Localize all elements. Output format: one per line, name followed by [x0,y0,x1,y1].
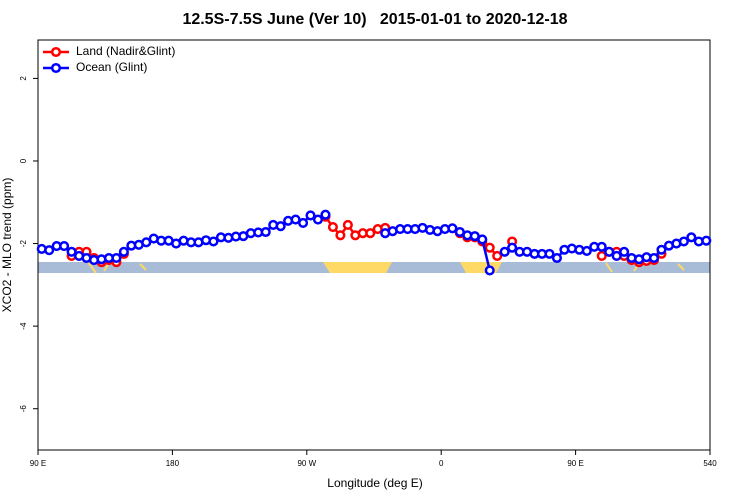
series-marker [611,250,622,261]
legend-marker [50,62,62,74]
x-tick-label: 90 W [297,459,316,468]
series-marker [342,219,353,231]
x-tick-label: 90 E [567,459,583,468]
series-marker [544,248,555,259]
y-axis-label: XCO2 - MLO trend (ppm) [0,178,14,313]
x-tick-label: 90 E [30,459,46,468]
series-marker [581,245,592,257]
series-marker [327,221,338,233]
series-marker [499,246,510,257]
x-tick-label: 540 [703,459,717,468]
series-marker [686,232,697,243]
series-marker [335,230,346,241]
series-marker [604,246,615,257]
series-marker [551,252,562,264]
series-marker [59,240,70,252]
y-tick-label: -4 [19,322,28,330]
series-marker [648,252,660,264]
x-tick-label: 180 [166,459,180,468]
series-marker [320,209,331,220]
series-marker [596,250,607,261]
y-tick-label: 0 [19,158,28,163]
x-axis-label: Longitude (deg E) [327,476,422,490]
series-marker [619,246,630,257]
series-marker [305,210,316,221]
series-marker [447,223,458,234]
plot-frame [37,39,711,451]
series-marker [484,242,495,253]
series-marker [298,217,309,228]
series-marker [484,265,495,276]
series-marker [492,250,503,261]
y-tick-label: -2 [19,239,28,247]
series-marker [111,252,122,264]
chart-title: 12.5S-7.5S June (Ver 10) 2015-01-01 to 2… [182,11,567,28]
series-marker [141,237,152,248]
legend-marker [50,46,62,58]
legend-label: Ocean (Glint) [76,60,147,74]
land-ocean-strip [38,261,710,274]
series-marker [208,236,219,247]
series-marker [477,234,488,245]
series-marker [678,236,689,247]
series-marker [66,246,77,257]
series-marker [312,214,324,225]
series-marker [507,242,518,253]
series-marker [260,226,271,238]
y-tick-label: 2 [19,76,28,81]
series-marker [365,228,376,239]
series-marker [118,246,129,257]
legend-label: Land (Nadir&Glint) [76,44,175,58]
land-patch [460,262,502,273]
land-patch [323,262,392,273]
series-marker [656,244,667,255]
series-marker [275,221,286,232]
land-speckle [87,261,685,274]
series-marker [701,235,712,246]
x-tick-label: 0 [439,459,444,468]
series-marker [44,245,55,256]
y-tick-label: -6 [19,405,28,413]
series-marker [596,241,607,252]
